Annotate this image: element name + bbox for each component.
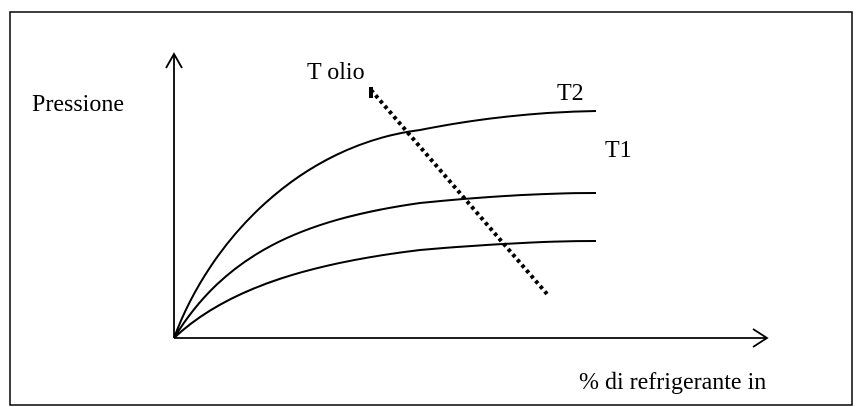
x-axis-arrowhead (752, 328, 769, 348)
curve-t2-label: T2 (557, 80, 584, 106)
curve-lower (173, 240, 597, 339)
curve-t2 (173, 110, 597, 339)
curve-t1 (173, 192, 597, 339)
diagram-frame (9, 11, 853, 406)
oil-temperature-label: T olio (307, 59, 365, 85)
x-axis-label: % di refrigerante in (579, 369, 766, 395)
oil-temperature-line (369, 88, 549, 296)
curve-t1-label: T1 (605, 137, 632, 163)
y-axis-label: Pressione (32, 91, 124, 117)
y-axis-arrowhead (165, 52, 183, 69)
